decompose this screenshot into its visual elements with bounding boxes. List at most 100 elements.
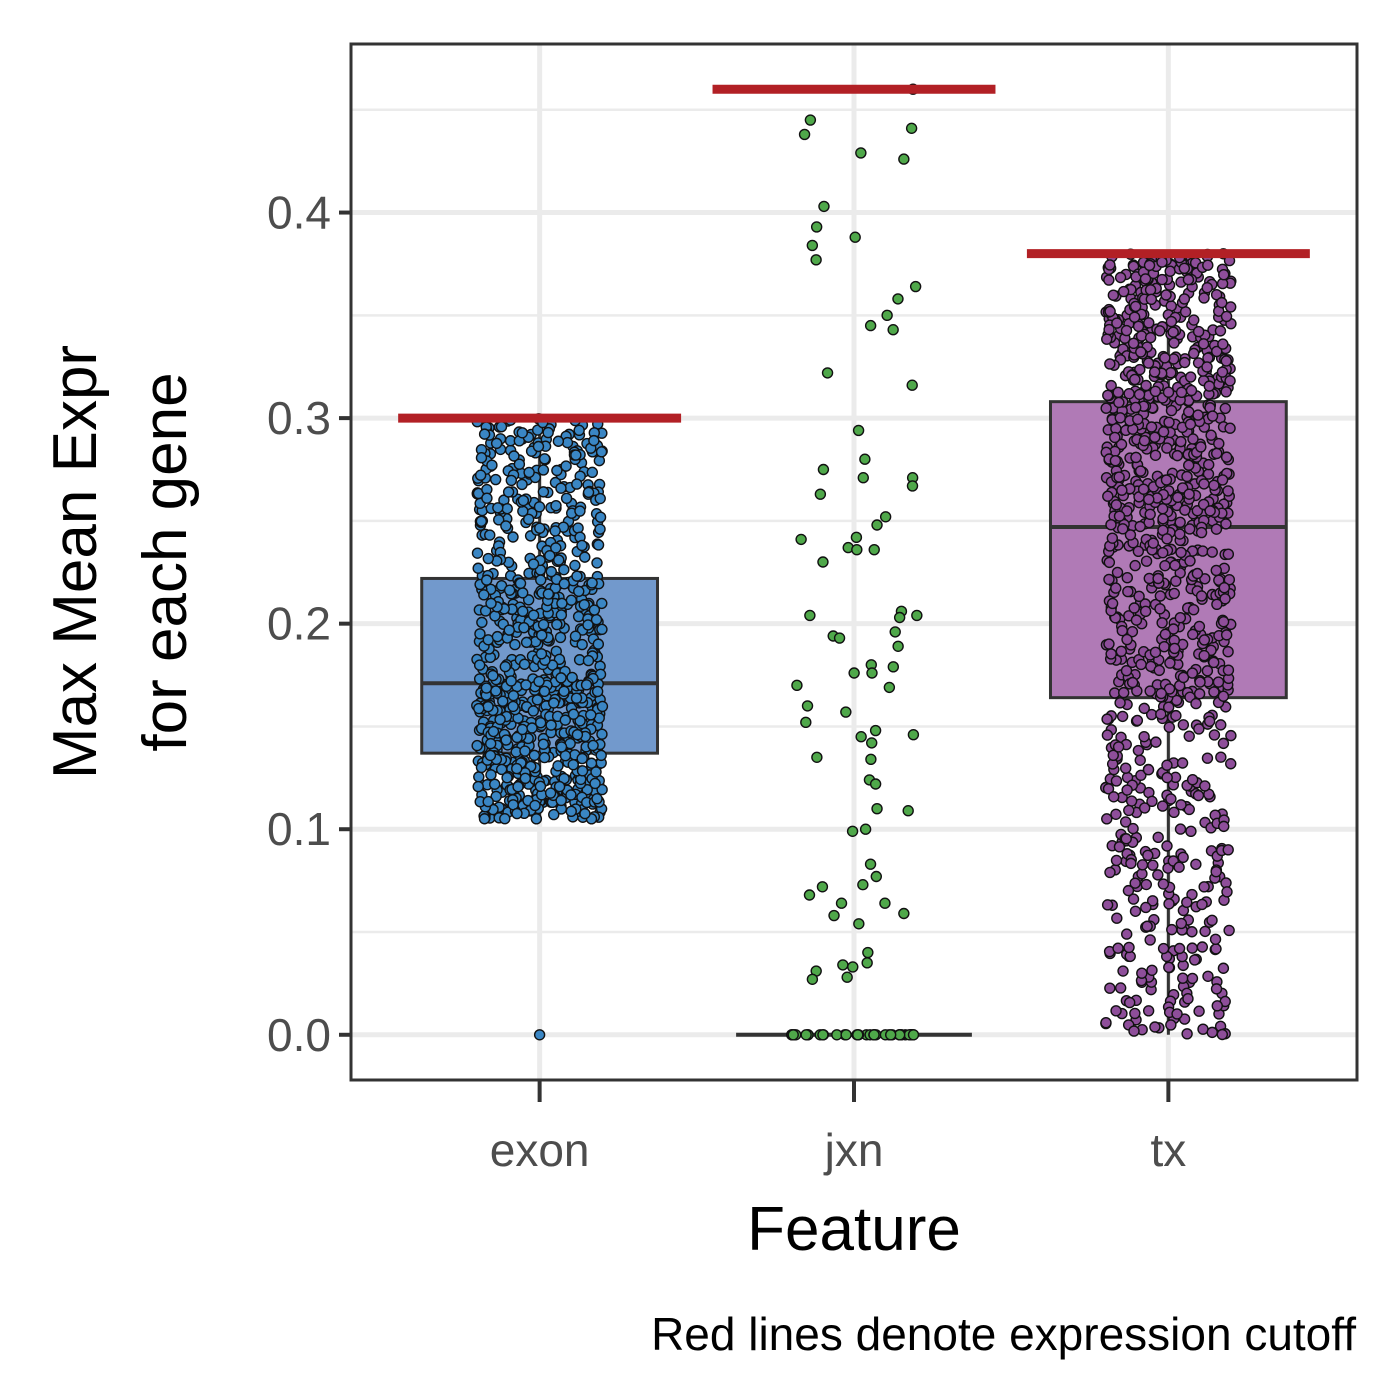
point-tx bbox=[1134, 363, 1146, 376]
point-tx bbox=[1198, 881, 1210, 893]
point-tx bbox=[1121, 784, 1133, 796]
point-jxn bbox=[907, 728, 920, 741]
point-tx bbox=[1188, 314, 1200, 326]
point-tx bbox=[1140, 555, 1153, 567]
point-tx bbox=[1172, 491, 1184, 504]
point-tx bbox=[1148, 366, 1161, 378]
point-jxn bbox=[859, 453, 871, 465]
point-exon bbox=[475, 515, 488, 527]
point-tx bbox=[1199, 780, 1211, 792]
point-tx bbox=[1183, 488, 1195, 500]
point-tx bbox=[1164, 265, 1176, 277]
point-tx bbox=[1108, 791, 1120, 803]
point-tx bbox=[1216, 296, 1228, 309]
point-jxn bbox=[800, 1029, 812, 1041]
point-exon bbox=[558, 563, 570, 576]
point-tx bbox=[1193, 688, 1206, 700]
point-tx bbox=[1102, 389, 1114, 402]
point-jxn bbox=[909, 280, 922, 293]
point-jxn bbox=[892, 293, 904, 305]
point-exon bbox=[527, 705, 540, 717]
point-tx bbox=[1193, 620, 1206, 633]
point-exon bbox=[509, 638, 521, 651]
point-tx bbox=[1137, 483, 1150, 495]
point-tx bbox=[1102, 783, 1115, 795]
point-exon bbox=[576, 752, 588, 765]
point-exon bbox=[586, 577, 598, 589]
y-axis-title-line-2: for each gene bbox=[131, 372, 200, 751]
point-tx bbox=[1175, 799, 1187, 811]
point-tx bbox=[1154, 603, 1166, 615]
point-tx bbox=[1206, 410, 1219, 422]
point-tx bbox=[1163, 416, 1175, 429]
point-exon bbox=[585, 757, 598, 769]
point-jxn bbox=[887, 661, 900, 673]
point-exon bbox=[533, 675, 545, 688]
point-tx bbox=[1113, 841, 1126, 853]
x-tick-label-exon: exon bbox=[490, 1124, 590, 1176]
point-tx bbox=[1225, 729, 1237, 742]
point-tx bbox=[1186, 972, 1199, 985]
point-exon bbox=[476, 616, 488, 629]
point-tx bbox=[1210, 983, 1223, 995]
point-jxn bbox=[804, 609, 816, 622]
point-jxn bbox=[837, 959, 849, 971]
point-exon bbox=[532, 440, 545, 453]
point-exon bbox=[570, 449, 582, 461]
point-exon bbox=[478, 589, 490, 601]
point-exon bbox=[485, 737, 497, 750]
point-tx bbox=[1220, 386, 1232, 398]
point-tx bbox=[1208, 729, 1221, 741]
point-tx bbox=[1160, 289, 1172, 301]
point-jxn bbox=[840, 1029, 852, 1041]
point-tx bbox=[1132, 413, 1144, 425]
point-tx bbox=[1159, 628, 1172, 640]
point-exon bbox=[474, 469, 487, 481]
point-tx bbox=[1161, 759, 1173, 771]
point-tx bbox=[1166, 923, 1178, 936]
point-tx bbox=[1216, 474, 1229, 486]
point-jxn bbox=[907, 1029, 920, 1041]
point-exon bbox=[517, 605, 529, 618]
point-tx bbox=[1216, 366, 1229, 378]
point-jxn bbox=[849, 231, 861, 243]
point-exon bbox=[482, 700, 494, 713]
point-tx bbox=[1156, 617, 1168, 629]
point-tx bbox=[1103, 274, 1115, 286]
point-exon bbox=[516, 723, 529, 736]
point-jxn bbox=[846, 825, 859, 837]
point-exon bbox=[596, 623, 608, 636]
point-tx bbox=[1186, 942, 1198, 954]
point-tx bbox=[1190, 697, 1202, 710]
point-tx bbox=[1190, 858, 1202, 870]
point-jxn bbox=[855, 731, 867, 743]
point-tx bbox=[1109, 455, 1122, 467]
point-exon bbox=[482, 795, 494, 808]
y-axis: 0.0 0.1 0.2 0.3 0.4 bbox=[267, 187, 351, 1061]
point-tx bbox=[1140, 379, 1152, 392]
point-tx bbox=[1177, 671, 1190, 684]
point-exon bbox=[479, 605, 492, 617]
point-tx bbox=[1195, 590, 1208, 602]
point-tx bbox=[1193, 723, 1205, 735]
point-exon bbox=[497, 695, 509, 707]
point-tx bbox=[1139, 605, 1152, 618]
point-tx bbox=[1134, 754, 1146, 766]
point-exon bbox=[473, 702, 485, 715]
point-tx bbox=[1132, 320, 1145, 333]
point-tx bbox=[1157, 942, 1170, 955]
point-tx bbox=[1203, 715, 1216, 727]
cutoff-lines bbox=[398, 84, 1310, 423]
point-exon bbox=[591, 685, 604, 698]
point-tx bbox=[1213, 437, 1225, 450]
point-tx bbox=[1191, 567, 1204, 580]
point-tx bbox=[1197, 338, 1210, 350]
point-exon bbox=[561, 436, 574, 449]
point-tx bbox=[1157, 878, 1170, 890]
point-exon bbox=[511, 762, 523, 775]
point-tx bbox=[1210, 866, 1222, 878]
point-jxn bbox=[911, 609, 923, 622]
point-exon bbox=[591, 793, 603, 805]
point-tx bbox=[1125, 857, 1137, 870]
point-tx bbox=[1192, 789, 1205, 802]
